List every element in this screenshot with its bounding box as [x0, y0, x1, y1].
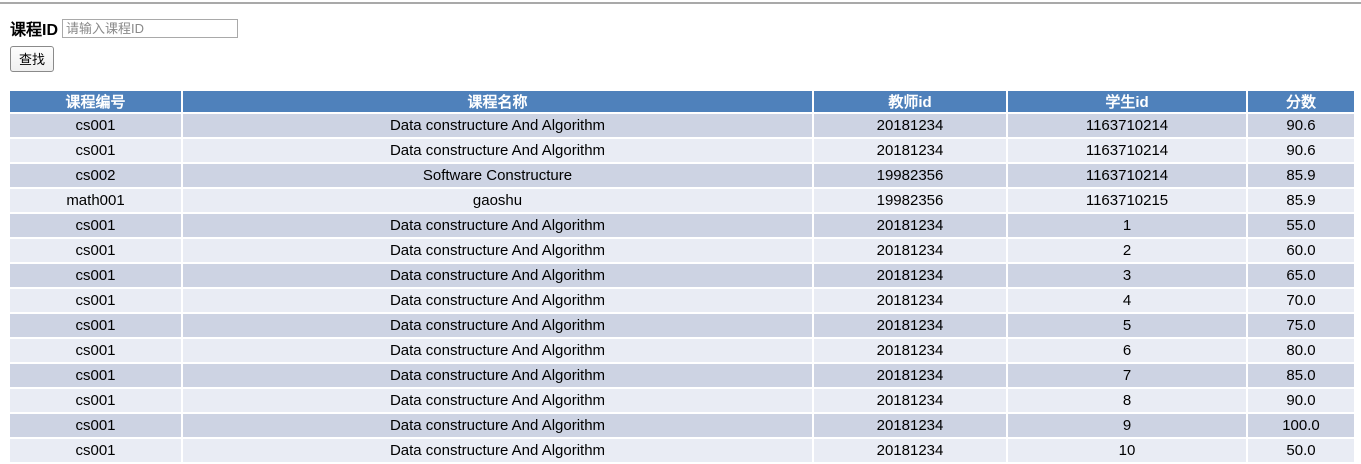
table-cell: 5	[1008, 314, 1246, 337]
table-cell: 50.0	[1248, 439, 1354, 462]
table-cell: 20181234	[814, 364, 1006, 387]
table-cell: cs001	[10, 339, 181, 362]
table-cell: 20181234	[814, 414, 1006, 437]
table-cell: 1163710214	[1008, 114, 1246, 137]
table-cell: Data constructure And Algorithm	[183, 439, 812, 462]
column-header: 学生id	[1008, 91, 1246, 112]
table-cell: Data constructure And Algorithm	[183, 339, 812, 362]
table-cell: 10	[1008, 439, 1246, 462]
table-cell: 90.0	[1248, 389, 1354, 412]
table-cell: 19982356	[814, 164, 1006, 187]
table-cell: 85.9	[1248, 164, 1354, 187]
table-row: cs001 Data constructure And Algorithm 2018…	[10, 314, 1354, 337]
table-cell: 7	[1008, 364, 1246, 387]
table-cell: 90.6	[1248, 139, 1354, 162]
table-cell: 20181234	[814, 339, 1006, 362]
table-row: cs001 Data constructure And Algorithm 2018…	[10, 264, 1354, 287]
table-cell: gaoshu	[183, 189, 812, 212]
table-cell: cs001	[10, 214, 181, 237]
table-cell: 75.0	[1248, 314, 1354, 337]
column-header: 课程名称	[183, 91, 812, 112]
table-cell: 20181234	[814, 439, 1006, 462]
table-row: cs002 Software Constructure 19982356 116371…	[10, 164, 1354, 187]
table-row: cs001 Data constructure And Algorithm 2018…	[10, 364, 1354, 387]
table-cell: Data constructure And Algorithm	[183, 389, 812, 412]
table-cell: cs001	[10, 289, 181, 312]
table-row: cs001 Data constructure And Algorithm 2018…	[10, 214, 1354, 237]
table-cell: Data constructure And Algorithm	[183, 264, 812, 287]
table-cell: Data constructure And Algorithm	[183, 214, 812, 237]
table-header-row: 课程编号 课程名称 教师id 学生id 分数	[10, 91, 1354, 112]
table-cell: 1	[1008, 214, 1246, 237]
table-cell: 90.6	[1248, 114, 1354, 137]
table-cell: Data constructure And Algorithm	[183, 139, 812, 162]
table-cell: cs001	[10, 439, 181, 462]
table-cell: Software Constructure	[183, 164, 812, 187]
scores-table: 课程编号 课程名称 教师id 学生id 分数 cs001 Data constructur…	[8, 89, 1356, 464]
table-cell: Data constructure And Algorithm	[183, 114, 812, 137]
table-cell: 6	[1008, 339, 1246, 362]
table-cell: 70.0	[1248, 289, 1354, 312]
table-cell: 60.0	[1248, 239, 1354, 262]
table-cell: cs001	[10, 414, 181, 437]
table-cell: cs001	[10, 364, 181, 387]
table-cell: 8	[1008, 389, 1246, 412]
table-cell: math001	[10, 189, 181, 212]
table-cell: cs001	[10, 264, 181, 287]
table-cell: Data constructure And Algorithm	[183, 314, 812, 337]
table-cell: cs001	[10, 114, 181, 137]
table-cell: 85.9	[1248, 189, 1354, 212]
table-cell: 20181234	[814, 139, 1006, 162]
table-row: cs001 Data constructure And Algorithm 2018…	[10, 139, 1354, 162]
table-cell: 1163710214	[1008, 139, 1246, 162]
table-cell: 80.0	[1248, 339, 1354, 362]
column-header: 课程编号	[10, 91, 181, 112]
table-cell: 3	[1008, 264, 1246, 287]
table-cell: 20181234	[814, 389, 1006, 412]
table-cell: 20181234	[814, 214, 1006, 237]
table-row: math001 gaoshu 19982356 1163710215 85.9	[10, 189, 1354, 212]
table-cell: Data constructure And Algorithm	[183, 239, 812, 262]
table-cell: 9	[1008, 414, 1246, 437]
table-cell: 65.0	[1248, 264, 1354, 287]
table-cell: cs002	[10, 164, 181, 187]
table-cell: 20181234	[814, 264, 1006, 287]
table-cell: 20181234	[814, 239, 1006, 262]
table-cell: 1163710214	[1008, 164, 1246, 187]
table-cell: 20181234	[814, 114, 1006, 137]
course-id-label: 课程ID	[10, 22, 59, 39]
column-header: 分数	[1248, 91, 1354, 112]
table-cell: 20181234	[814, 314, 1006, 337]
table-cell: 2	[1008, 239, 1246, 262]
table-cell: Data constructure And Algorithm	[183, 289, 812, 312]
table-cell: Data constructure And Algorithm	[183, 414, 812, 437]
table-row: cs001 Data constructure And Algorithm 2018…	[10, 114, 1354, 137]
table-cell: cs001	[10, 389, 181, 412]
table-row: cs001 Data constructure And Algorithm 2018…	[10, 414, 1354, 437]
table-body: cs001 Data constructure And Algorithm 2018…	[10, 114, 1354, 462]
top-divider	[0, 2, 1361, 4]
table-row: cs001 Data constructure And Algorithm 2018…	[10, 289, 1354, 312]
search-button[interactable]: 查找	[10, 46, 55, 72]
table-cell: Data constructure And Algorithm	[183, 364, 812, 387]
table-row: cs001 Data constructure And Algorithm 2018…	[10, 339, 1354, 362]
search-form: 课程ID	[10, 16, 1361, 40]
table-cell: cs001	[10, 239, 181, 262]
table-row: cs001 Data constructure And Algorithm 2018…	[10, 389, 1354, 412]
table-cell: 20181234	[814, 289, 1006, 312]
table-row: cs001 Data constructure And Algorithm 2018…	[10, 239, 1354, 262]
column-header: 教师id	[814, 91, 1006, 112]
table-cell: 85.0	[1248, 364, 1354, 387]
table-cell: 55.0	[1248, 214, 1354, 237]
table-cell: cs001	[10, 314, 181, 337]
course-id-input[interactable]	[62, 18, 239, 38]
table-cell: 1163710215	[1008, 189, 1246, 212]
table-cell: 19982356	[814, 189, 1006, 212]
table-cell: cs001	[10, 139, 181, 162]
table-cell: 100.0	[1248, 414, 1354, 437]
table-cell: 4	[1008, 289, 1246, 312]
table-row: cs001 Data constructure And Algorithm 2018…	[10, 439, 1354, 462]
